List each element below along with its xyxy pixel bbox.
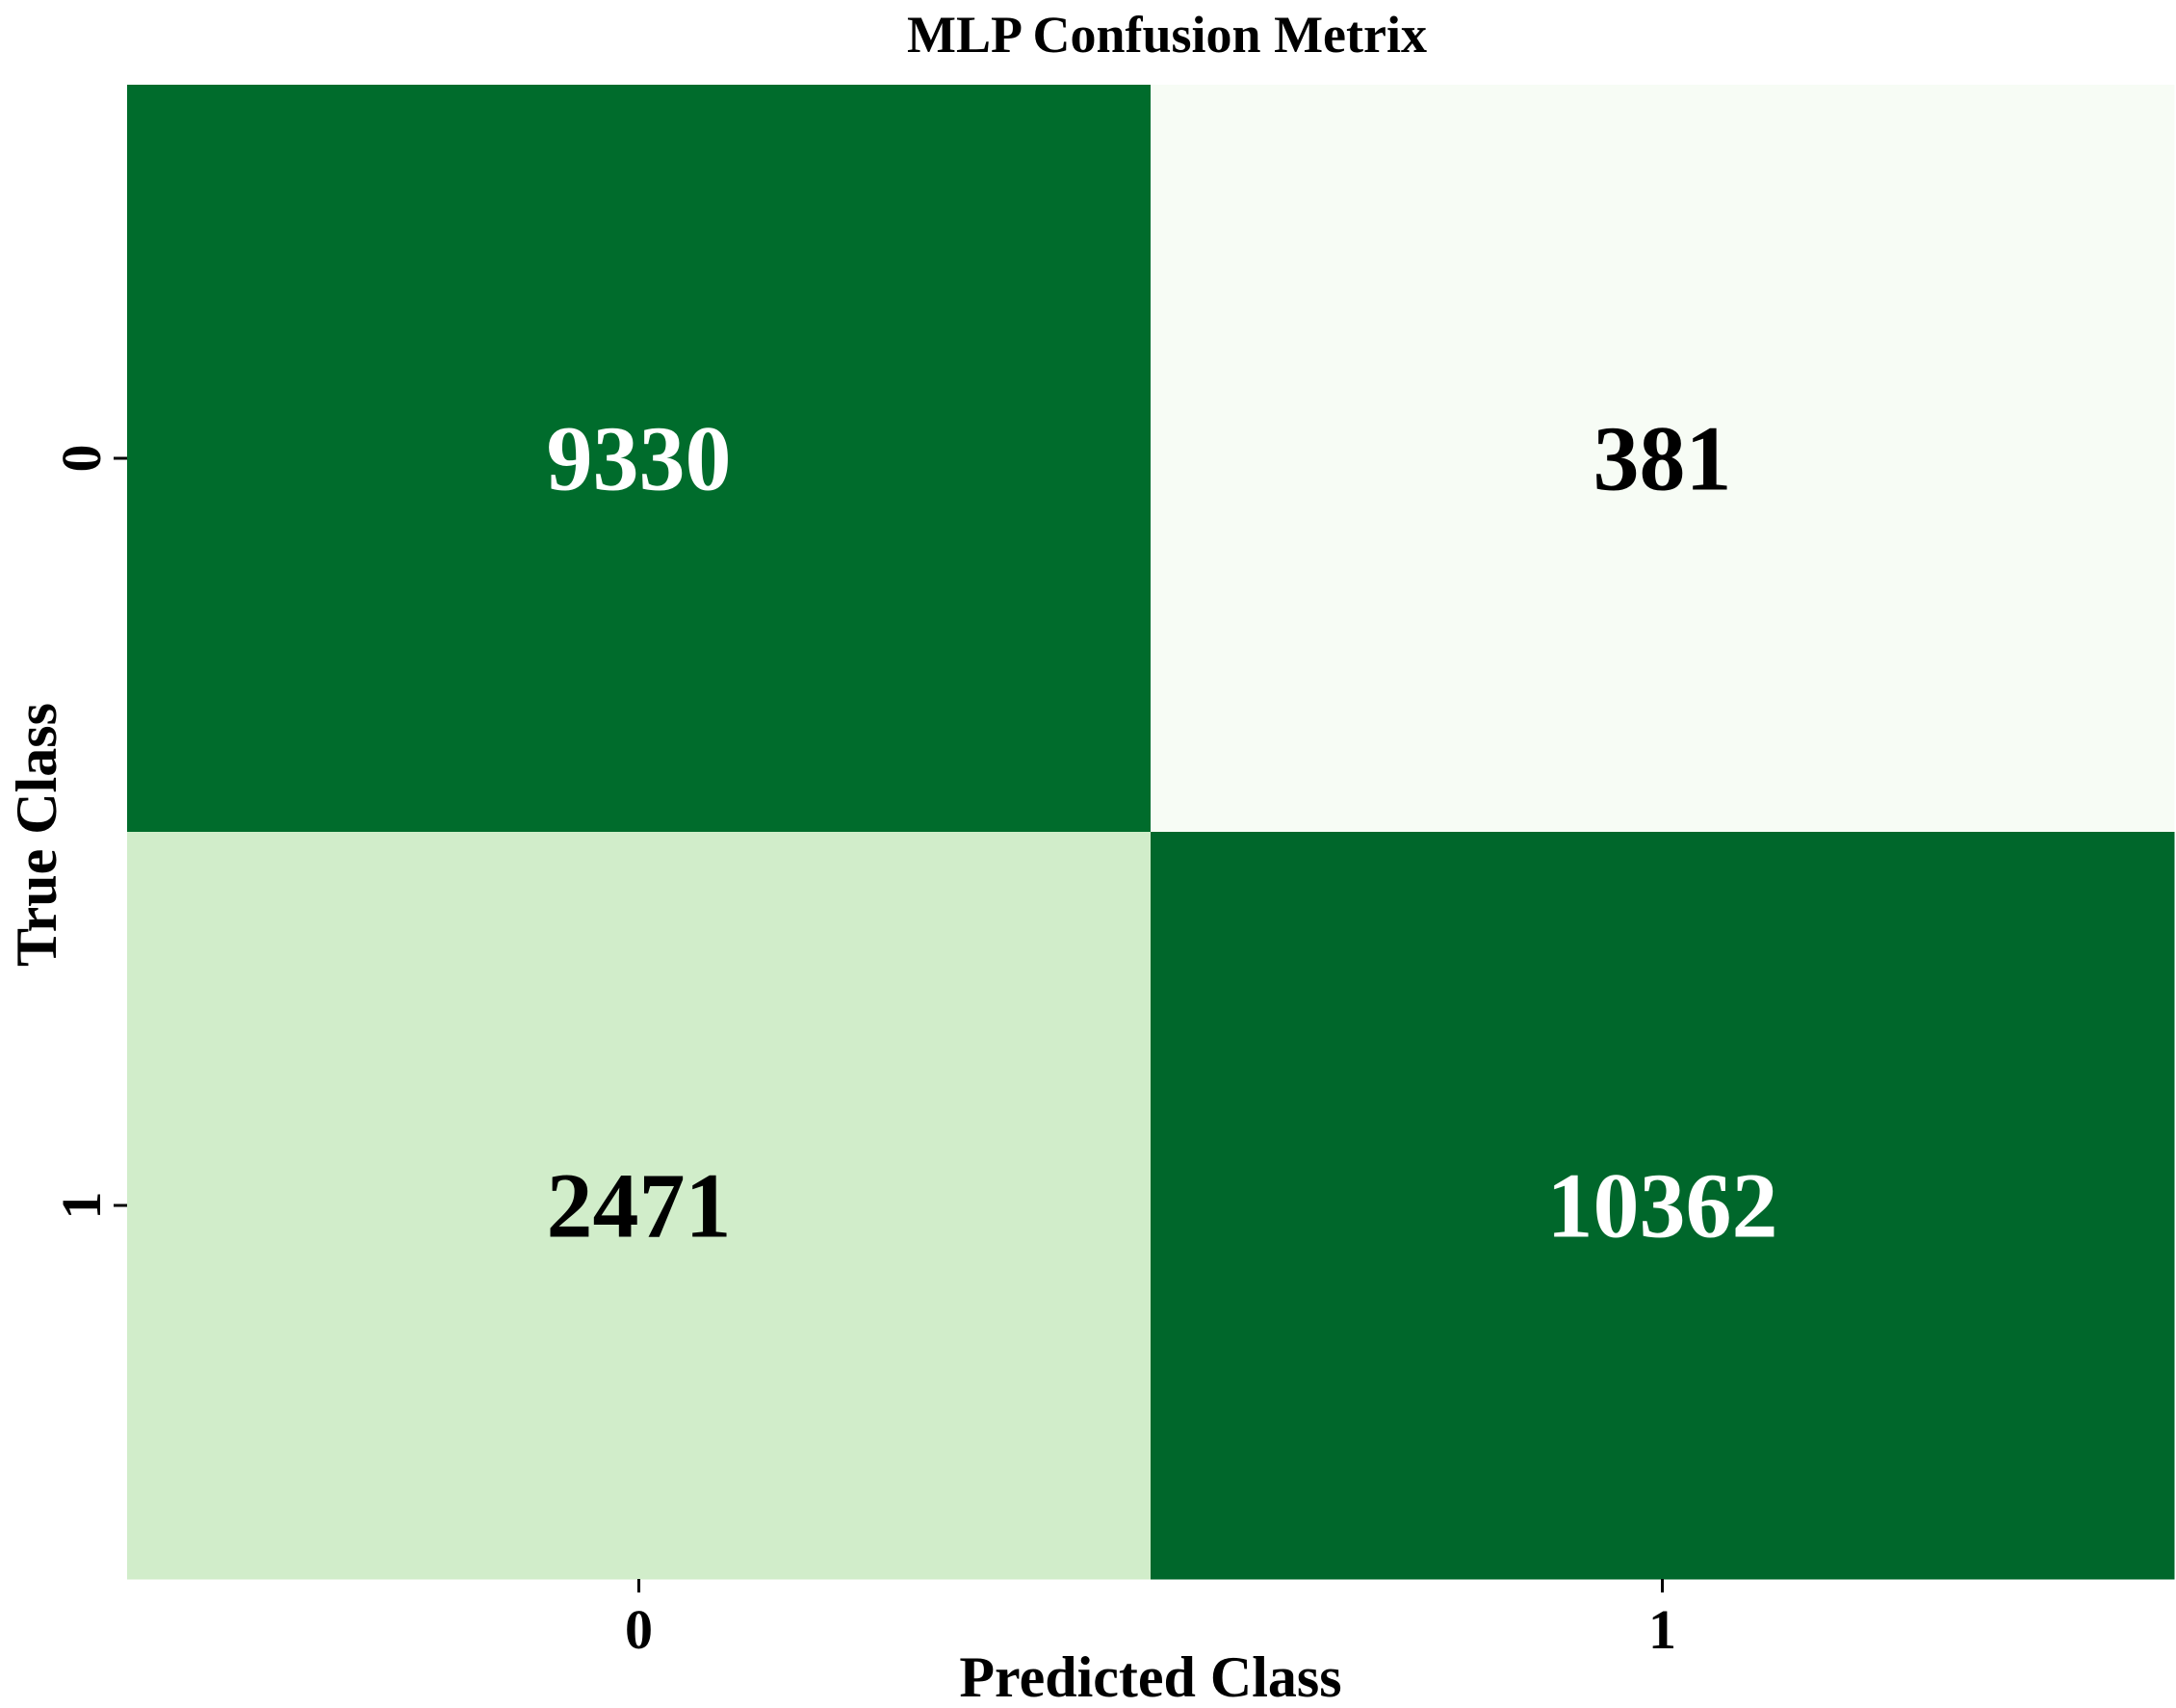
y-tick-label-0: 0 bbox=[50, 445, 113, 473]
heatmap-cell-r0-c0 bbox=[127, 85, 1152, 833]
y-axis-ticks: 01 bbox=[50, 445, 127, 1220]
x-axis-label: Predicted Class bbox=[959, 1645, 1341, 1708]
chart-title: MLP Confusion Metrix bbox=[907, 6, 1427, 64]
heatmap-cell-labels: 9330 381 2471 10362 bbox=[547, 407, 1778, 1257]
heatmap-cells bbox=[127, 85, 2175, 1580]
cell-value-r0-c0: 9330 bbox=[547, 407, 732, 510]
cell-value-r0-c1: 381 bbox=[1593, 407, 1732, 510]
x-tick-label-0: 0 bbox=[625, 1598, 653, 1661]
heatmap-cell-r0-c1 bbox=[1151, 85, 2175, 833]
heatmap-cell-r1-c1 bbox=[1151, 832, 2175, 1580]
heatmap-cell-r1-c0 bbox=[127, 832, 1152, 1580]
y-axis-label: True Class bbox=[5, 703, 68, 967]
cell-value-r1-c1: 10362 bbox=[1547, 1154, 1778, 1257]
cell-value-r1-c0: 2471 bbox=[547, 1154, 732, 1257]
x-tick-label-1: 1 bbox=[1648, 1598, 1676, 1661]
y-tick-label-1: 1 bbox=[50, 1192, 113, 1220]
